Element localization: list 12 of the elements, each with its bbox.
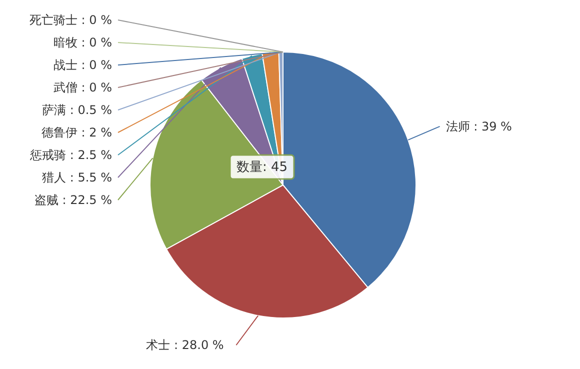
category-label: 暗牧 : 0 % — [53, 36, 112, 50]
slice-label: 德鲁伊 : 2 % — [41, 126, 112, 140]
slice-label: 术士 : 28.0 % — [146, 338, 224, 352]
text: 数量: 45 — [236, 160, 288, 175]
slice-label: 法师 : 39 % — [446, 119, 512, 134]
slice-label: 惩戒骑 : 2.5 % — [29, 148, 112, 162]
slice-label: 盗贼 : 22.5 % — [34, 193, 112, 207]
category-label: 死亡骑士 : 0 % — [29, 13, 112, 27]
category-label: 武僧 : 0 % — [53, 80, 112, 94]
slice-label: 猎人 : 5.5 % — [42, 170, 112, 184]
category-label: 战士 : 0 % — [53, 58, 112, 72]
slice-label: 萨满 : 0.5 % — [42, 103, 112, 117]
